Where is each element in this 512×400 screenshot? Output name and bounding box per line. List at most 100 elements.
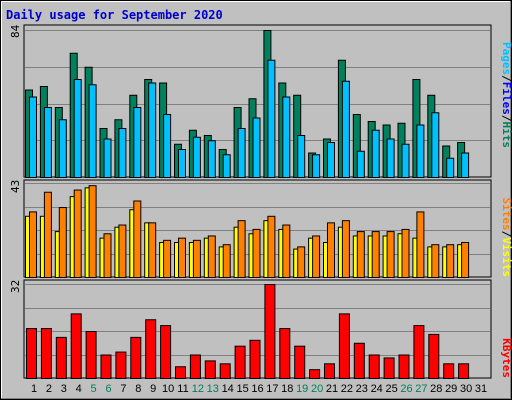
x-tick-label: 27	[415, 383, 427, 395]
files-bar: Files 2: 40	[43, 107, 52, 178]
x-tick-label: 22	[341, 383, 353, 395]
files-bar: Files 21: 20	[327, 142, 335, 178]
x-tick-label: 30	[460, 383, 472, 395]
kbytes-bar: KBytes 9: 20	[145, 319, 157, 379]
visits-bar: Visits 17: 28	[267, 215, 276, 278]
files-bar: Files 24: 27	[371, 129, 380, 178]
kbytes-bar: KBytes 12: 8	[189, 354, 201, 379]
kbytes-bar: KBytes 10: 18	[160, 325, 172, 379]
kbytes-bar: KBytes 3: 14	[55, 336, 67, 379]
files-bar: Files 5: 53	[88, 84, 97, 178]
visits-bar: Visits 10: 17	[163, 239, 172, 278]
files-bar: Files 28: 37	[431, 112, 440, 178]
legend-hits: Hits	[500, 122, 512, 149]
legend-sep-2: /	[500, 115, 512, 122]
x-tick-label: 17	[266, 383, 278, 395]
files-bar: Files 26: 19	[401, 143, 410, 178]
kbytes-bar: KBytes 29: 5	[443, 363, 455, 379]
kbytes-bar: KBytes 16: 13	[249, 339, 261, 379]
x-tick-label: 13	[207, 383, 219, 395]
kbytes-scale-max: 32	[9, 280, 22, 293]
kbytes-bar: KBytes 20: 3	[309, 369, 321, 379]
files-bar: Files 15: 28	[237, 128, 246, 178]
files-bar: Files 3: 33	[58, 119, 67, 178]
visits-bar: Visits 26: 22	[401, 228, 410, 279]
visits-bar: Visits 23: 21	[356, 231, 365, 278]
visits-bar: Visits 28: 15	[431, 244, 440, 279]
x-tick-label: 12	[192, 383, 204, 395]
visits-bar: Visits 1: 30	[29, 211, 37, 279]
x-tick-label: 7	[120, 383, 126, 395]
legend-visits: Visits	[500, 237, 512, 277]
x-tick-label: 20	[311, 383, 323, 395]
files-bar: Files 23: 15	[356, 150, 365, 178]
kbytes-bar: KBytes 6: 8	[100, 354, 112, 379]
kbytes-bar: KBytes 2: 17	[40, 328, 52, 379]
x-tick-label: 10	[162, 383, 174, 395]
x-tick-label: 14	[222, 383, 234, 395]
x-tick-label: 21	[326, 383, 338, 395]
visits-bar: Visits 12: 17	[192, 239, 201, 278]
kbytes-side-legend: KBytes	[500, 338, 512, 378]
kbytes-bar: KBytes 27: 18	[413, 325, 425, 379]
kbytes-bar: KBytes 30: 5	[458, 363, 470, 379]
x-tick-label: 11	[177, 383, 188, 395]
files-bar: Files 18: 46	[282, 96, 291, 178]
x-tick-label: 5	[91, 383, 97, 395]
hits-scale-max: 84	[9, 24, 22, 38]
files-bar: Files 9: 54	[148, 82, 157, 178]
visits-bar: Visits 22: 26	[341, 220, 350, 279]
x-tick-label: 3	[61, 383, 67, 395]
x-tick-label: 15	[236, 383, 248, 395]
visits-bar: Visits 9: 25	[148, 222, 157, 278]
files-bar: Files 8: 40	[133, 107, 142, 178]
chart-title: Daily usage for September 2020	[6, 8, 223, 22]
x-tick-label: 18	[281, 383, 293, 395]
x-tick-label: 2	[46, 383, 52, 395]
kbytes-bar: KBytes 26: 8	[398, 354, 410, 379]
visits-bar: Visits 3: 32	[58, 207, 67, 278]
files-bar: Files 6: 22	[103, 138, 112, 178]
x-tick-label: 4	[76, 383, 82, 395]
visits-bar: Visits 18: 24	[282, 224, 291, 278]
kbytes-bar: KBytes 21: 5	[324, 363, 335, 379]
visits-bar: Visits 7: 24	[118, 224, 127, 278]
files-bar: Files 16: 34	[252, 117, 261, 178]
kbytes-bar: KBytes 18: 17	[279, 328, 291, 379]
visits-bar: Visits 2: 39	[43, 191, 52, 278]
kbytes-bar: KBytes 7: 9	[115, 351, 127, 379]
legend-sep-3: /	[500, 231, 512, 238]
kbytes-bar: KBytes 11: 4	[175, 366, 186, 379]
files-bar: Files 25: 22	[386, 138, 395, 178]
files-bar: Files 10: 36	[163, 114, 172, 178]
kbytes-bar: KBytes 22: 22	[338, 313, 350, 379]
files-bar: Files 30: 14	[461, 152, 470, 178]
x-tick-label: 25	[385, 383, 397, 395]
visits-bar: Visits 16: 22	[252, 228, 261, 279]
x-tick-label: 16	[251, 383, 263, 395]
files-bar: Files 11: 16	[178, 149, 186, 178]
kbytes-bar: KBytes 8: 14	[130, 336, 142, 379]
visits-bar: Visits 8: 35	[133, 200, 142, 278]
x-tick-label: 9	[150, 383, 156, 395]
visits-bar: Visits 4: 40	[73, 189, 82, 278]
kbytes-bar: KBytes 4: 22	[70, 313, 82, 379]
visits-scale-max: 43	[9, 180, 22, 193]
kbytes-bar: KBytes 28: 15	[428, 333, 440, 379]
visits-bar: Visits 20: 19	[312, 235, 321, 279]
kbytes-bar: KBytes 13: 6	[204, 360, 216, 379]
visits-bar: Visits 24: 21	[371, 231, 380, 278]
visits-bar: Visits 13: 19	[207, 235, 216, 279]
files-bar: Files 13: 21	[207, 140, 216, 178]
files-bar: Files 22: 55	[341, 80, 350, 178]
visits-bar: Visits 14: 15	[222, 244, 231, 279]
files-bar: Files 29: 11	[446, 157, 455, 178]
bars-layer: Hits 1: 50Files 1: 46Hits 2: 52Files 2: …	[25, 30, 470, 379]
legend-kbytes: KBytes	[500, 338, 512, 378]
kbytes-bar: KBytes 19: 11	[294, 345, 306, 379]
kbytes-bar: KBytes 25: 7	[383, 357, 395, 379]
kbytes-bar: KBytes 24: 8	[368, 354, 380, 379]
files-bar: Files 17: 67	[267, 59, 276, 178]
files-bar: Files 1: 46	[29, 96, 37, 178]
